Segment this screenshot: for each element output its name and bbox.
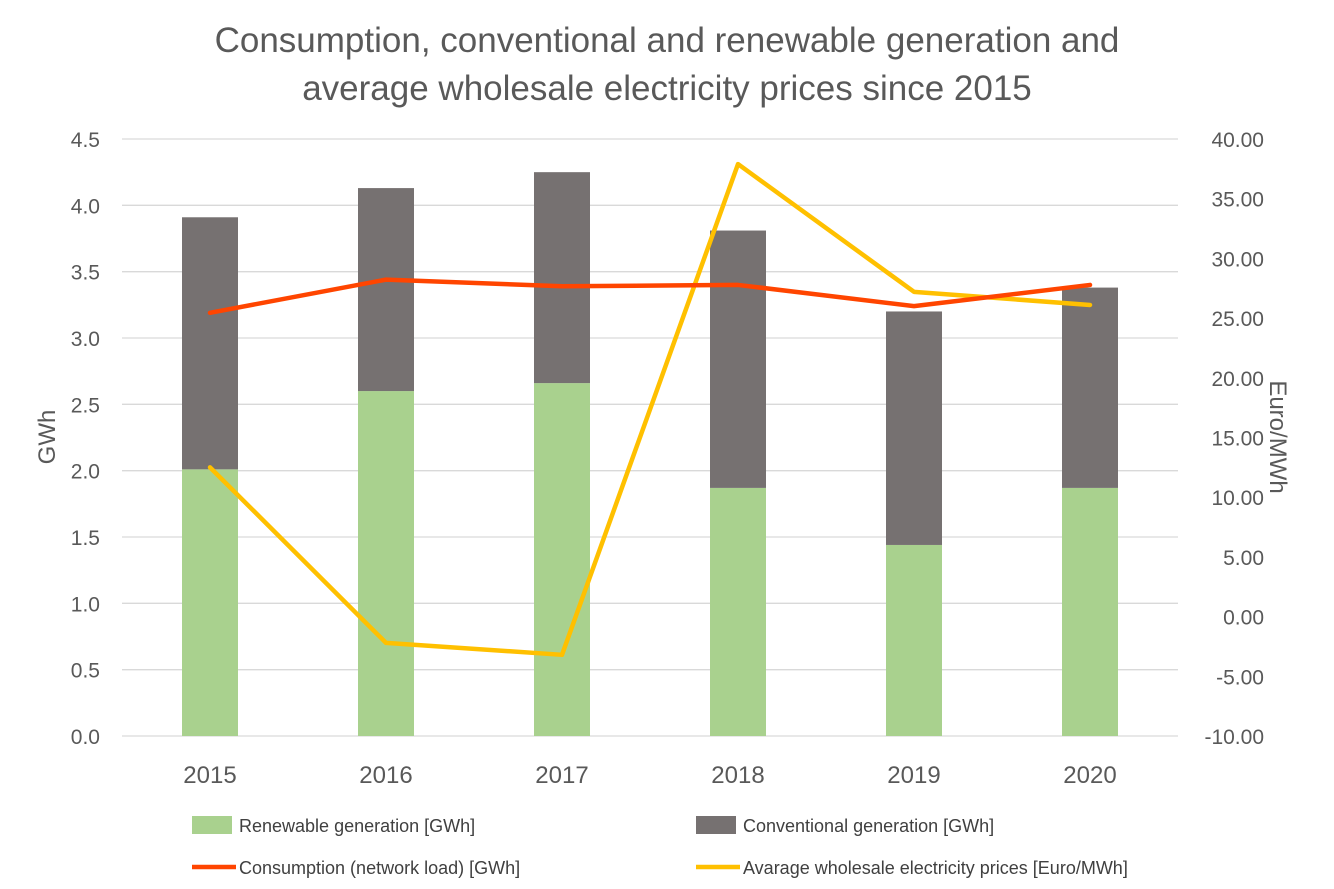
right-axis-tick-label: -10.00 [1204, 726, 1264, 749]
left-axis-tick-label: 2.5 [71, 394, 100, 417]
right-axis-tick-label: -5.00 [1216, 666, 1264, 689]
x-axis-tick-label: 2018 [711, 762, 764, 789]
left-axis-tick-label: 0.5 [71, 660, 100, 683]
x-axis-tick-label: 2017 [535, 762, 588, 789]
conventional-bar [710, 230, 766, 488]
conventional-bar [886, 311, 942, 545]
legend: Renewable generation [GWh] Conventional g… [192, 816, 1128, 878]
legend-label: Conventional generation [GWh] [743, 816, 994, 836]
left-axis-tick-label: 1.5 [71, 527, 100, 550]
x-axis-tick-label: 2019 [887, 762, 940, 789]
renewable-bar [182, 469, 238, 736]
right-axis-tick-label: 25.00 [1211, 308, 1264, 331]
right-axis-tick-label: 30.00 [1211, 248, 1264, 271]
renewable-bar [710, 487, 766, 736]
right-axis-tick-label: 15.00 [1211, 428, 1264, 451]
right-axis-tick-label: 10.00 [1211, 487, 1264, 510]
chart-title-line-1: Consumption, conventional and renewable … [215, 21, 1120, 60]
chart-title-line-2: average wholesale electricity prices sin… [302, 69, 1032, 108]
right-axis-ticks: -10.00 -5.00 0.00 5.00 10.00 15.00 20.00 25.00 3… [1204, 129, 1264, 749]
x-axis-tick-label: 2016 [359, 762, 412, 789]
x-axis-ticks: 2015 2016 2017 2018 2019 2020 [183, 762, 1116, 789]
renewable-bar [534, 383, 590, 736]
renewable-bar [886, 544, 942, 736]
right-axis-tick-label: 0.00 [1223, 607, 1264, 630]
gridlines [122, 138, 1178, 737]
legend-label: Consumption (network load) [GWh] [239, 858, 520, 878]
conventional-bar [182, 217, 238, 470]
legend-swatch [192, 816, 232, 834]
right-axis-tick-label: 20.00 [1211, 368, 1264, 391]
legend-label: Renewable generation [GWh] [239, 816, 475, 836]
bars [182, 172, 1118, 736]
renewable-bar [358, 391, 414, 736]
left-axis-tick-label: 4.0 [71, 195, 100, 218]
left-axis-tick-label: 4.5 [71, 129, 100, 152]
left-axis-label: GWh [34, 410, 61, 465]
conventional-bar [1062, 287, 1118, 488]
left-axis-tick-label: 3.0 [71, 328, 100, 351]
series-lines [207, 161, 1093, 658]
renewable-bar [1062, 487, 1118, 736]
conventional-bar [534, 172, 590, 384]
left-axis-ticks: 0.0 0.5 1.0 1.5 2.0 2.5 3.0 3.5 4.0 4.5 [71, 129, 100, 749]
x-axis-tick-label: 2015 [183, 762, 236, 789]
conventional-bar [358, 188, 414, 392]
legend-swatch [696, 816, 736, 834]
left-axis-tick-label: 1.0 [71, 593, 100, 616]
right-axis-tick-label: 5.00 [1223, 547, 1264, 570]
x-axis-tick-label: 2020 [1063, 762, 1116, 789]
right-axis-label: Euro/MWh [1264, 380, 1291, 493]
price-line [207, 161, 1093, 658]
right-axis-tick-label: 40.00 [1211, 129, 1264, 152]
right-axis-tick-label: 35.00 [1211, 189, 1264, 212]
left-axis-tick-label: 0.0 [71, 726, 100, 749]
left-axis-tick-label: 3.5 [71, 262, 100, 285]
left-axis-tick-label: 2.0 [71, 461, 100, 484]
legend-label: Avarage wholesale electricity prices [Eu… [743, 858, 1128, 878]
consumption-line [207, 277, 1093, 316]
